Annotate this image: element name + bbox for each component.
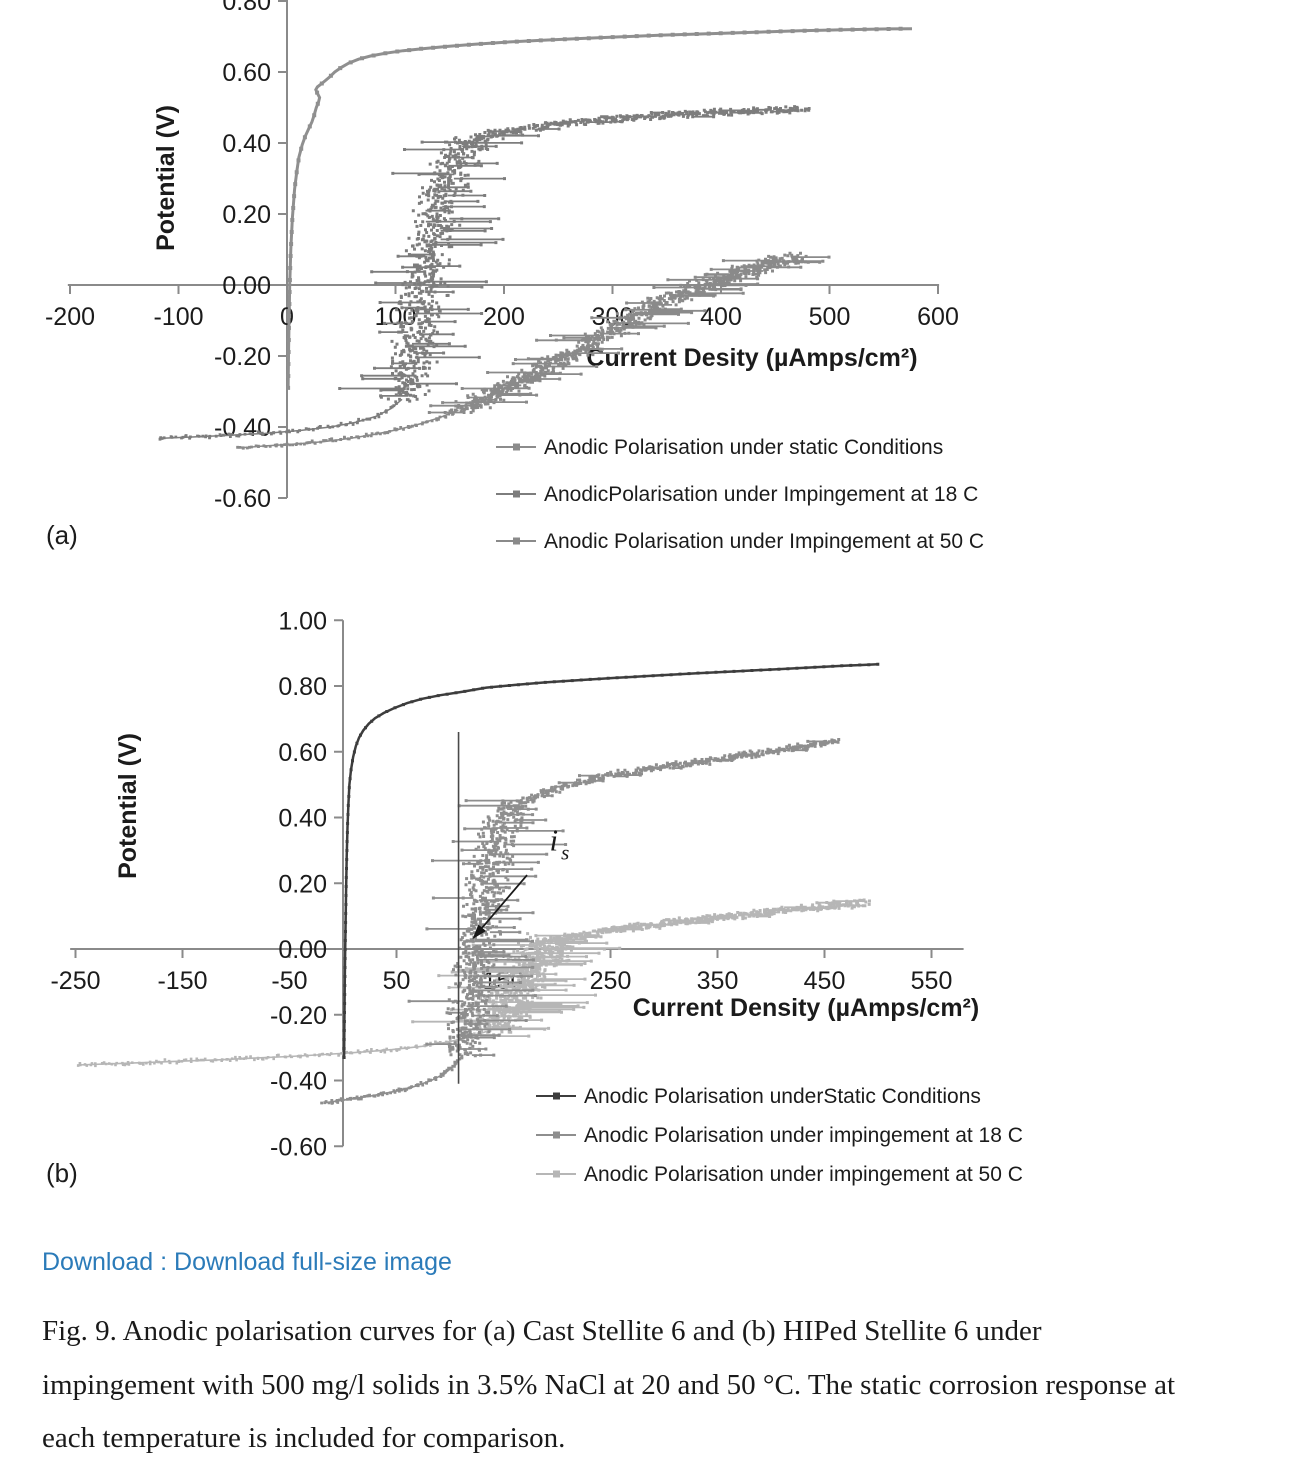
legend-entry: AnodicPolarisation under Impingement at … bbox=[496, 483, 978, 506]
y-tick-label: 0.00 bbox=[222, 272, 271, 300]
series-1 bbox=[236, 251, 831, 450]
segment-scatter bbox=[474, 105, 811, 139]
series-2 bbox=[158, 105, 811, 441]
x-tick-label: 400 bbox=[700, 303, 742, 331]
x-tick-label: -100 bbox=[153, 303, 203, 331]
segment-error-bars bbox=[339, 134, 539, 397]
panel-label: (b) bbox=[46, 1158, 78, 1188]
y-axis-title: Potential (V) bbox=[152, 105, 180, 251]
segment-line bbox=[158, 398, 403, 440]
legend-marker bbox=[513, 490, 520, 498]
figure-caption: Fig. 9. Anodic polarisation curves for (… bbox=[42, 1315, 1176, 1455]
download-separator: : bbox=[153, 1248, 175, 1276]
segment-error-bars bbox=[535, 900, 864, 938]
legend-marker bbox=[553, 1170, 560, 1178]
x-tick-label: -50 bbox=[271, 967, 307, 995]
x-tick-label: 450 bbox=[804, 967, 846, 995]
legend-marker bbox=[513, 537, 520, 545]
legend-entry: Anodic Polarisation under Impingement at… bbox=[496, 530, 984, 553]
x-tick-label: 200 bbox=[483, 303, 525, 331]
legend-entry: Anodic Polarisation under static Conditi… bbox=[496, 436, 943, 459]
x-axis-title: Current Desity (µAmps/cm²) bbox=[586, 344, 917, 372]
y-tick-label: 0.40 bbox=[278, 805, 327, 833]
y-tick-label: 0.80 bbox=[222, 0, 271, 16]
y-tick-label: 0.40 bbox=[222, 130, 271, 158]
x-tick-label: -250 bbox=[50, 967, 100, 995]
y-tick-label: -0.60 bbox=[270, 1133, 327, 1161]
series-2 bbox=[320, 738, 841, 1105]
x-axis-title: Current Density (µAmps/cm²) bbox=[633, 994, 979, 1022]
chart-a-polarisation-plot: -200 -100 0 100 200 300 400 500 6000.800.600.400… bbox=[45, 0, 984, 553]
segment-error-bars bbox=[409, 799, 566, 1056]
x-tick-label: 600 bbox=[917, 303, 959, 331]
download-full-size-link[interactable]: Download full-size image bbox=[174, 1248, 452, 1276]
segment-error-bars bbox=[525, 740, 826, 799]
is-annotation-arrow bbox=[472, 874, 528, 940]
series-3 bbox=[286, 26, 913, 390]
y-tick-label: 0.60 bbox=[222, 59, 271, 87]
legend-marker bbox=[553, 1131, 560, 1139]
legend-label: Anodic Polarisation underStatic Conditio… bbox=[584, 1085, 981, 1108]
legend-entry: Anodic Polarisation underStatic Conditio… bbox=[536, 1085, 981, 1108]
legend-label: Anodic Polarisation under impingement at… bbox=[584, 1163, 1023, 1186]
x-tick-label: -200 bbox=[45, 303, 95, 331]
segment-line bbox=[323, 1054, 464, 1104]
y-tick-label: -0.20 bbox=[270, 1002, 327, 1030]
y-tick-label: 0.20 bbox=[278, 870, 327, 898]
segment-line bbox=[238, 409, 459, 449]
panel-label: (a) bbox=[46, 520, 78, 550]
x-tick-label: 500 bbox=[809, 303, 851, 331]
download-link[interactable]: Download bbox=[42, 1248, 154, 1276]
y-tick-label: 1.00 bbox=[278, 607, 327, 635]
series-3 bbox=[342, 662, 880, 1059]
segment-error-bars bbox=[429, 256, 829, 414]
y-tick-label: -0.60 bbox=[214, 485, 271, 513]
series-1 bbox=[76, 898, 871, 1068]
y-tick-label: 0.20 bbox=[222, 201, 271, 229]
segment-line bbox=[77, 1030, 487, 1066]
x-tick-label: 50 bbox=[383, 967, 411, 995]
y-tick-label: 0.80 bbox=[278, 673, 327, 701]
legend-marker bbox=[553, 1092, 560, 1100]
y-tick-label: -0.40 bbox=[270, 1068, 327, 1096]
segment-scatter bbox=[338, 132, 540, 403]
segment-scatter bbox=[158, 397, 401, 441]
legend-label: Anodic Polarisation under Impingement at… bbox=[544, 530, 984, 553]
legend: Anodic Polarisation under static Conditi… bbox=[496, 436, 984, 553]
legend-entry: Anodic Polarisation under impingement at… bbox=[536, 1124, 1023, 1147]
x-tick-label: 550 bbox=[911, 967, 953, 995]
x-tick-label: 250 bbox=[590, 967, 632, 995]
segment-scatter bbox=[76, 1030, 489, 1068]
y-tick-label: 0.00 bbox=[278, 936, 327, 964]
legend-label: Anodic Polarisation under static Conditi… bbox=[544, 436, 943, 459]
segment-scatter bbox=[236, 408, 463, 450]
x-tick-label: 350 bbox=[697, 967, 739, 995]
series-line bbox=[342, 663, 879, 1058]
legend-entry: Anodic Polarisation under impingement at… bbox=[536, 1163, 1023, 1186]
download-bar: Download : Download full-size image bbox=[42, 1248, 1292, 1277]
figure-image[interactable]: -200 -100 0 100 200 300 400 500 600 0.80 0.60 0.40 0… bbox=[0, 0, 1292, 1212]
y-axis-title: Potential (V) bbox=[114, 733, 142, 879]
legend-label: Anodic Polarisation under impingement at… bbox=[584, 1124, 1023, 1147]
legend-label: AnodicPolarisation under Impingement at … bbox=[544, 483, 978, 506]
segment-error-bars bbox=[477, 108, 798, 138]
y-tick-label: -0.40 bbox=[214, 414, 271, 442]
legend-marker bbox=[513, 443, 520, 451]
legend: Anodic Polarisation underStatic Conditio… bbox=[536, 1085, 1023, 1186]
x-tick-label: -150 bbox=[157, 967, 207, 995]
segment-scatter bbox=[517, 738, 841, 804]
y-tick-label: 0.60 bbox=[278, 739, 327, 767]
axes bbox=[67, 0, 940, 499]
chart-b-polarisation-plot: -250-150-50501502503504505501.000.800.60… bbox=[46, 607, 1023, 1188]
y-tick-label: -0.20 bbox=[214, 343, 271, 371]
